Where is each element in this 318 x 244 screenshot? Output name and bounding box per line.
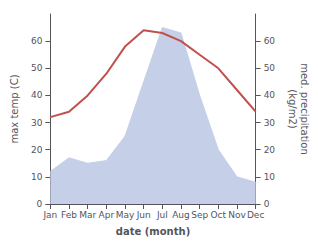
svg-text:20: 20	[31, 145, 43, 155]
svg-text:Mar: Mar	[79, 210, 96, 220]
svg-text:10: 10	[264, 172, 276, 182]
svg-text:Jul: Jul	[156, 210, 168, 220]
svg-text:Feb: Feb	[61, 210, 77, 220]
svg-text:60: 60	[264, 36, 276, 46]
svg-text:50: 50	[264, 63, 276, 73]
svg-text:30: 30	[31, 118, 43, 128]
svg-text:max temp (C): max temp (C)	[9, 74, 20, 143]
svg-text:Aug: Aug	[172, 210, 190, 220]
svg-text:10: 10	[31, 172, 43, 182]
svg-text:May: May	[116, 210, 135, 220]
svg-text:Jun: Jun	[136, 210, 151, 220]
svg-text:0: 0	[37, 199, 43, 209]
svg-text:med. precipitation: med. precipitation	[299, 63, 310, 155]
svg-text:0: 0	[264, 199, 270, 209]
svg-text:Apr: Apr	[99, 210, 115, 220]
svg-text:40: 40	[264, 90, 276, 100]
svg-text:60: 60	[31, 36, 43, 46]
svg-text:40: 40	[31, 90, 43, 100]
svg-text:date (month): date (month)	[116, 226, 190, 237]
svg-text:30: 30	[264, 118, 276, 128]
svg-text:50: 50	[31, 63, 43, 73]
svg-text:Dec: Dec	[247, 210, 264, 220]
svg-text:Oct: Oct	[211, 210, 227, 220]
svg-text:Sep: Sep	[191, 210, 208, 220]
svg-text:Jan: Jan	[42, 210, 57, 220]
svg-text:(kg/m2): (kg/m2)	[287, 89, 298, 129]
svg-text:Nov: Nov	[228, 210, 246, 220]
svg-text:20: 20	[264, 145, 276, 155]
